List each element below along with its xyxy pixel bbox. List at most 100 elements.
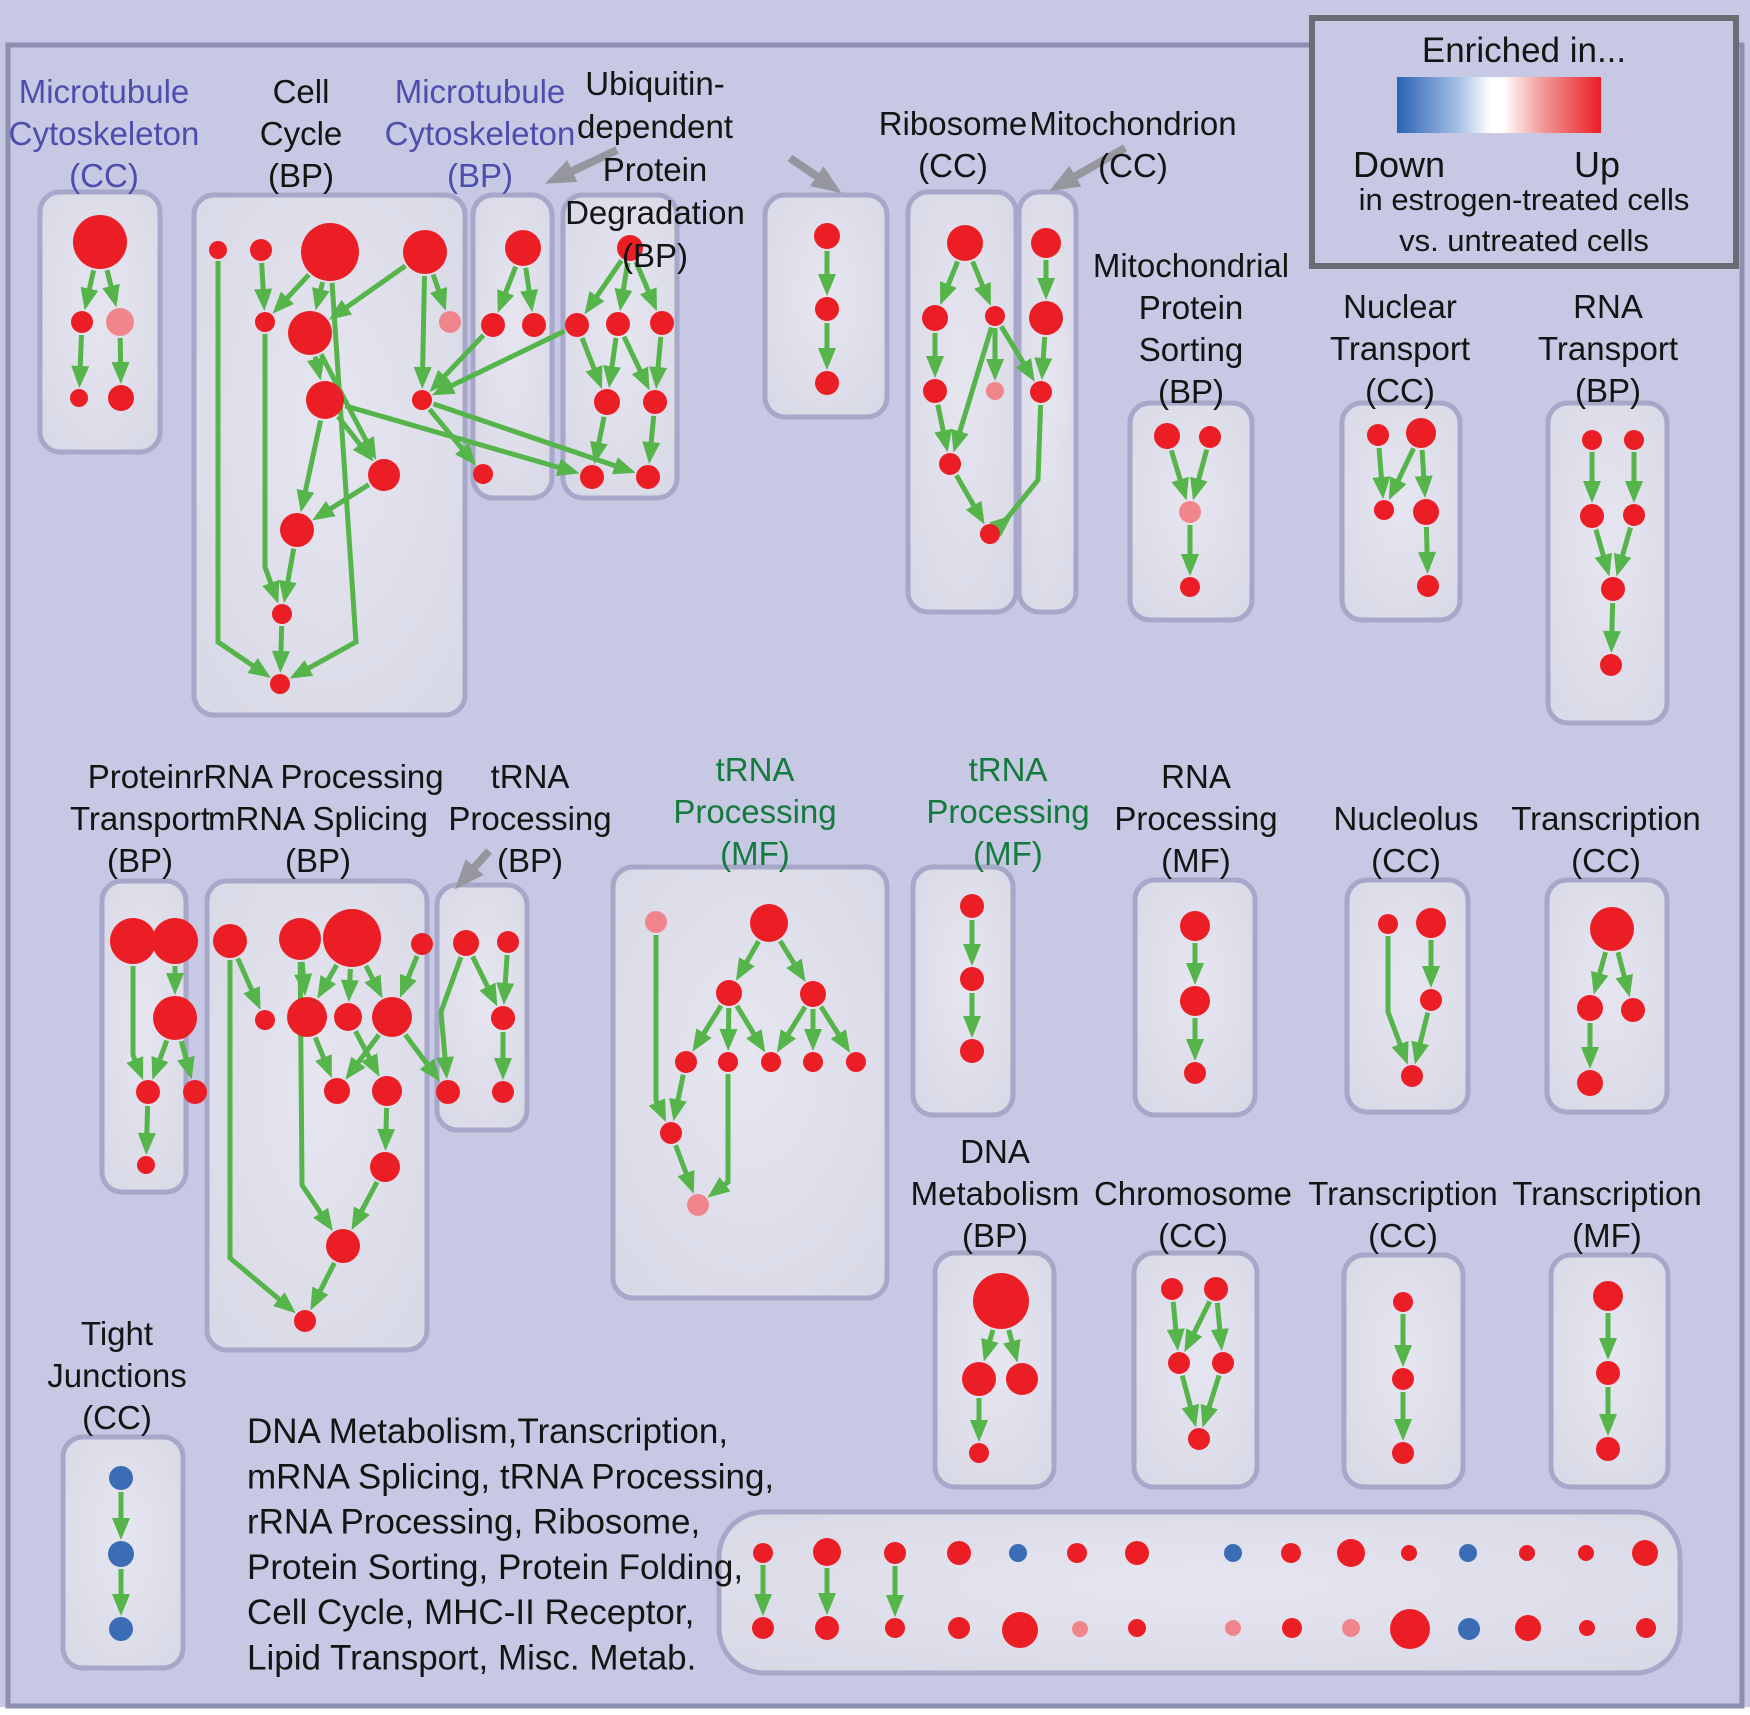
node-ubiquitin-2-1 bbox=[815, 297, 839, 321]
node-transcription-cc-mid-2 bbox=[1621, 998, 1645, 1022]
label-transcription-cc-bot-line-0: Transcription bbox=[1308, 1175, 1498, 1212]
edge bbox=[431, 328, 566, 396]
label-trna-processing-mf-1-line-1: Processing bbox=[673, 793, 836, 830]
node-transcription-cc-bot-0 bbox=[1393, 1292, 1413, 1312]
node-ribosome-0 bbox=[947, 225, 983, 261]
node-transcription-cc-mid-3 bbox=[1577, 1070, 1603, 1096]
group-box-nuclear-transport bbox=[1339, 400, 1463, 623]
node-rna-processing-mf-2 bbox=[1184, 1062, 1206, 1084]
edge bbox=[621, 335, 650, 391]
edge bbox=[497, 265, 519, 313]
node-mito-protein-sorting-0 bbox=[1154, 423, 1180, 449]
edge bbox=[1166, 1301, 1185, 1352]
edge bbox=[1388, 447, 1416, 501]
edge bbox=[1179, 1374, 1200, 1428]
node-misc-cluster-24 bbox=[1342, 1619, 1360, 1637]
node-transcription-cc-bot-1 bbox=[1392, 1368, 1414, 1390]
node-rna-transport-5 bbox=[1600, 654, 1622, 676]
node-cell-cycle-8 bbox=[412, 390, 432, 410]
label-ubiquitin-line-2: Protein bbox=[603, 151, 708, 188]
edge bbox=[707, 1074, 731, 1198]
node-chromosome-0 bbox=[1161, 1278, 1183, 1300]
node-protein-transport-1 bbox=[152, 918, 198, 964]
label-nuclear-transport-line-1: Transport bbox=[1330, 330, 1470, 367]
label-mito-protein-sorting-line-0: Mitochondrial bbox=[1093, 247, 1289, 284]
node-misc-cluster-3 bbox=[947, 1541, 971, 1565]
label-nucleolus-line-1: (CC) bbox=[1371, 842, 1441, 879]
edge bbox=[735, 939, 761, 981]
label-ubiquitin-line-4: (BP) bbox=[622, 237, 688, 274]
edge bbox=[649, 336, 668, 390]
node-rrna-processing-12 bbox=[294, 1310, 316, 1332]
node-trna-processing-mf-small-1 bbox=[960, 967, 984, 991]
edge bbox=[307, 355, 325, 381]
node-nucleolus-0 bbox=[1378, 914, 1398, 934]
node-ubiquitin-1-0 bbox=[617, 235, 643, 261]
node-misc-cluster-10 bbox=[1401, 1545, 1417, 1561]
edge bbox=[1414, 449, 1433, 498]
node-misc-cluster-28 bbox=[1579, 1620, 1595, 1636]
edge bbox=[126, 966, 144, 1080]
label-protein-transport-line-1: Transport bbox=[70, 800, 210, 837]
edge bbox=[215, 261, 271, 678]
edge bbox=[377, 1107, 396, 1151]
edge bbox=[312, 281, 330, 311]
node-tight-junctions-0 bbox=[109, 1466, 133, 1490]
edge bbox=[1003, 1329, 1021, 1363]
label-trna-processing-bp-line-1: Processing bbox=[448, 800, 611, 837]
edge bbox=[692, 1004, 724, 1052]
edge bbox=[1372, 447, 1391, 500]
node-rna-processing-mf-0 bbox=[1180, 911, 1210, 941]
node-trna-processing-bp-2 bbox=[491, 1006, 515, 1030]
edge bbox=[317, 963, 339, 999]
edge bbox=[818, 1005, 851, 1053]
node-cell-cycle-9 bbox=[368, 459, 400, 491]
node-misc-cluster-0 bbox=[753, 1543, 773, 1563]
node-misc-cluster-27 bbox=[1515, 1615, 1541, 1641]
pointer-to-trna-bp bbox=[454, 848, 492, 890]
node-cell-cycle-1 bbox=[250, 239, 272, 261]
label-microtubule-cytoskeleton-cc-line-0: Microtubule bbox=[19, 73, 190, 110]
node-protein-transport-3 bbox=[136, 1080, 160, 1104]
label-mitochondrion-line-1: (CC) bbox=[1098, 147, 1168, 184]
edge bbox=[71, 334, 90, 388]
edge bbox=[432, 401, 636, 475]
node-misc-cluster-17 bbox=[885, 1618, 905, 1638]
label-cell-cycle-line-1: Cycle bbox=[260, 115, 343, 152]
node-rrna-processing-2 bbox=[323, 909, 381, 967]
edge bbox=[151, 1039, 170, 1080]
footer-text-line-5: Lipid Transport, Misc. Metab. bbox=[247, 1639, 696, 1678]
node-nucleolus-3 bbox=[1401, 1065, 1423, 1087]
node-cell-cycle-2 bbox=[301, 223, 359, 281]
edge bbox=[1593, 528, 1612, 577]
pointer-to-ubiquitin-box2 bbox=[787, 154, 842, 194]
edge bbox=[318, 353, 377, 460]
edge bbox=[989, 404, 1044, 537]
edge bbox=[345, 1033, 381, 1080]
edge bbox=[271, 625, 290, 673]
label-rrna-processing-line-0: rRNA Processing bbox=[192, 758, 443, 795]
edge bbox=[1385, 936, 1409, 1065]
node-chromosome-2 bbox=[1168, 1352, 1190, 1374]
edge bbox=[351, 1180, 380, 1231]
node-nuclear-transport-1 bbox=[1406, 418, 1436, 448]
node-rna-processing-mf-1 bbox=[1180, 986, 1210, 1016]
node-rna-transport-3 bbox=[1623, 504, 1645, 526]
label-ribosome-line-1: (CC) bbox=[918, 147, 988, 184]
node-microtubule-cytoskeleton-bp-1 bbox=[481, 313, 505, 337]
node-misc-cluster-2 bbox=[884, 1542, 906, 1564]
edge bbox=[940, 260, 960, 305]
node-trna-processing-mf-small-0 bbox=[960, 894, 984, 918]
edge bbox=[1184, 1300, 1212, 1353]
edge bbox=[1034, 336, 1053, 380]
label-trna-processing-mf-2-line-2: (MF) bbox=[973, 835, 1043, 872]
edge bbox=[1591, 951, 1609, 995]
edge bbox=[312, 482, 371, 521]
node-dna-metabolism-1 bbox=[962, 1362, 996, 1396]
figure-border bbox=[5, 42, 1745, 1709]
edge bbox=[430, 273, 448, 311]
node-transcription-cc-mid-0 bbox=[1590, 907, 1634, 951]
node-ubiquitin-1-5 bbox=[643, 390, 667, 414]
node-transcription-mf-1 bbox=[1596, 1361, 1620, 1385]
